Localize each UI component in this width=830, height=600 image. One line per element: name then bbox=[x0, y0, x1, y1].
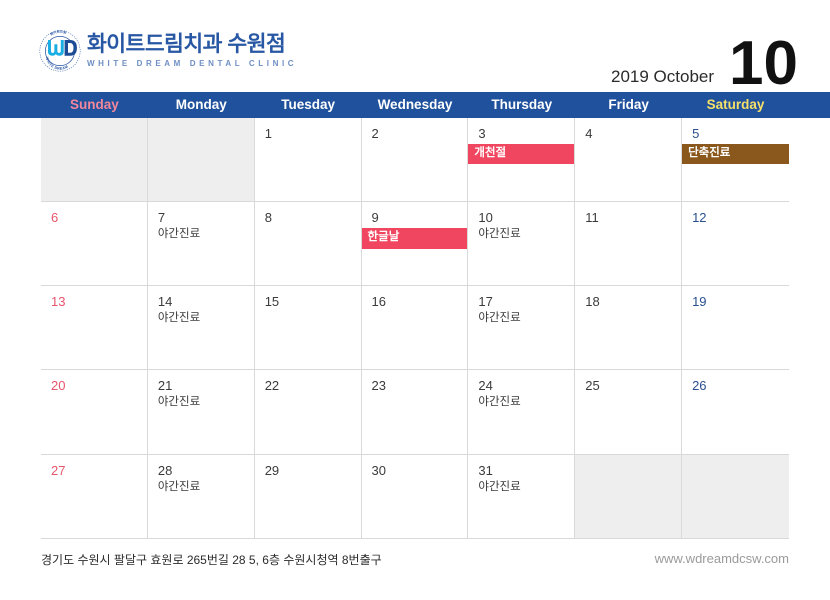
svg-text:화이트드림: 화이트드림 bbox=[49, 29, 67, 37]
svg-text:WHITE DREAM: WHITE DREAM bbox=[45, 56, 69, 70]
svg-text:·: · bbox=[46, 49, 47, 53]
